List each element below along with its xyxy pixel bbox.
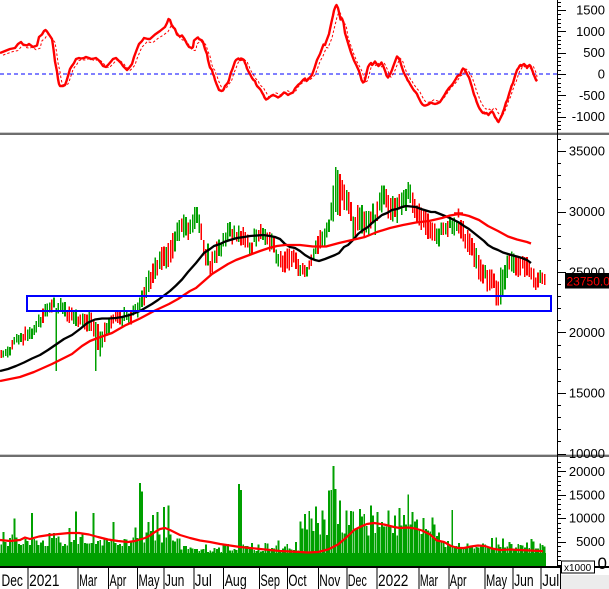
svg-text:5000: 5000 <box>576 534 605 549</box>
svg-text:0: 0 <box>598 67 605 82</box>
svg-text:Apr: Apr <box>110 572 127 589</box>
svg-text:Dec: Dec <box>348 572 367 589</box>
svg-text:2021: 2021 <box>29 572 59 589</box>
svg-text:x1000: x1000 <box>564 563 592 574</box>
svg-text:2022: 2022 <box>378 572 408 589</box>
svg-text:Aug: Aug <box>225 572 247 589</box>
svg-text:Sep: Sep <box>260 572 280 589</box>
svg-text:Dec: Dec <box>2 572 23 589</box>
svg-text:Nov: Nov <box>319 572 341 589</box>
svg-text:0: 0 <box>598 554 607 573</box>
svg-text:Mar: Mar <box>79 572 97 589</box>
svg-text:Apr: Apr <box>450 572 467 589</box>
svg-text:1500: 1500 <box>576 3 605 18</box>
svg-text:Jun: Jun <box>165 572 185 589</box>
svg-text:Jul: Jul <box>542 572 559 589</box>
svg-text:Mar: Mar <box>420 572 438 589</box>
svg-text:Jul: Jul <box>195 572 212 589</box>
svg-text:10000: 10000 <box>569 446 605 461</box>
svg-text:20000: 20000 <box>569 325 605 340</box>
svg-text:May: May <box>139 572 161 589</box>
svg-text:500: 500 <box>583 45 605 60</box>
svg-text:20000: 20000 <box>569 464 605 479</box>
svg-text:35000: 35000 <box>569 144 605 159</box>
svg-text:1000: 1000 <box>576 24 605 39</box>
svg-text:15000: 15000 <box>569 487 605 502</box>
svg-text:-500: -500 <box>579 88 605 103</box>
svg-text:Oct: Oct <box>288 572 306 589</box>
svg-text:-1000: -1000 <box>572 109 605 124</box>
svg-text:15000: 15000 <box>569 386 605 401</box>
svg-text:23750.00: 23750.00 <box>567 275 609 289</box>
svg-text:10000: 10000 <box>569 511 605 526</box>
svg-text:May: May <box>486 572 508 589</box>
svg-text:30000: 30000 <box>569 204 605 219</box>
svg-text:Jun: Jun <box>514 572 534 589</box>
